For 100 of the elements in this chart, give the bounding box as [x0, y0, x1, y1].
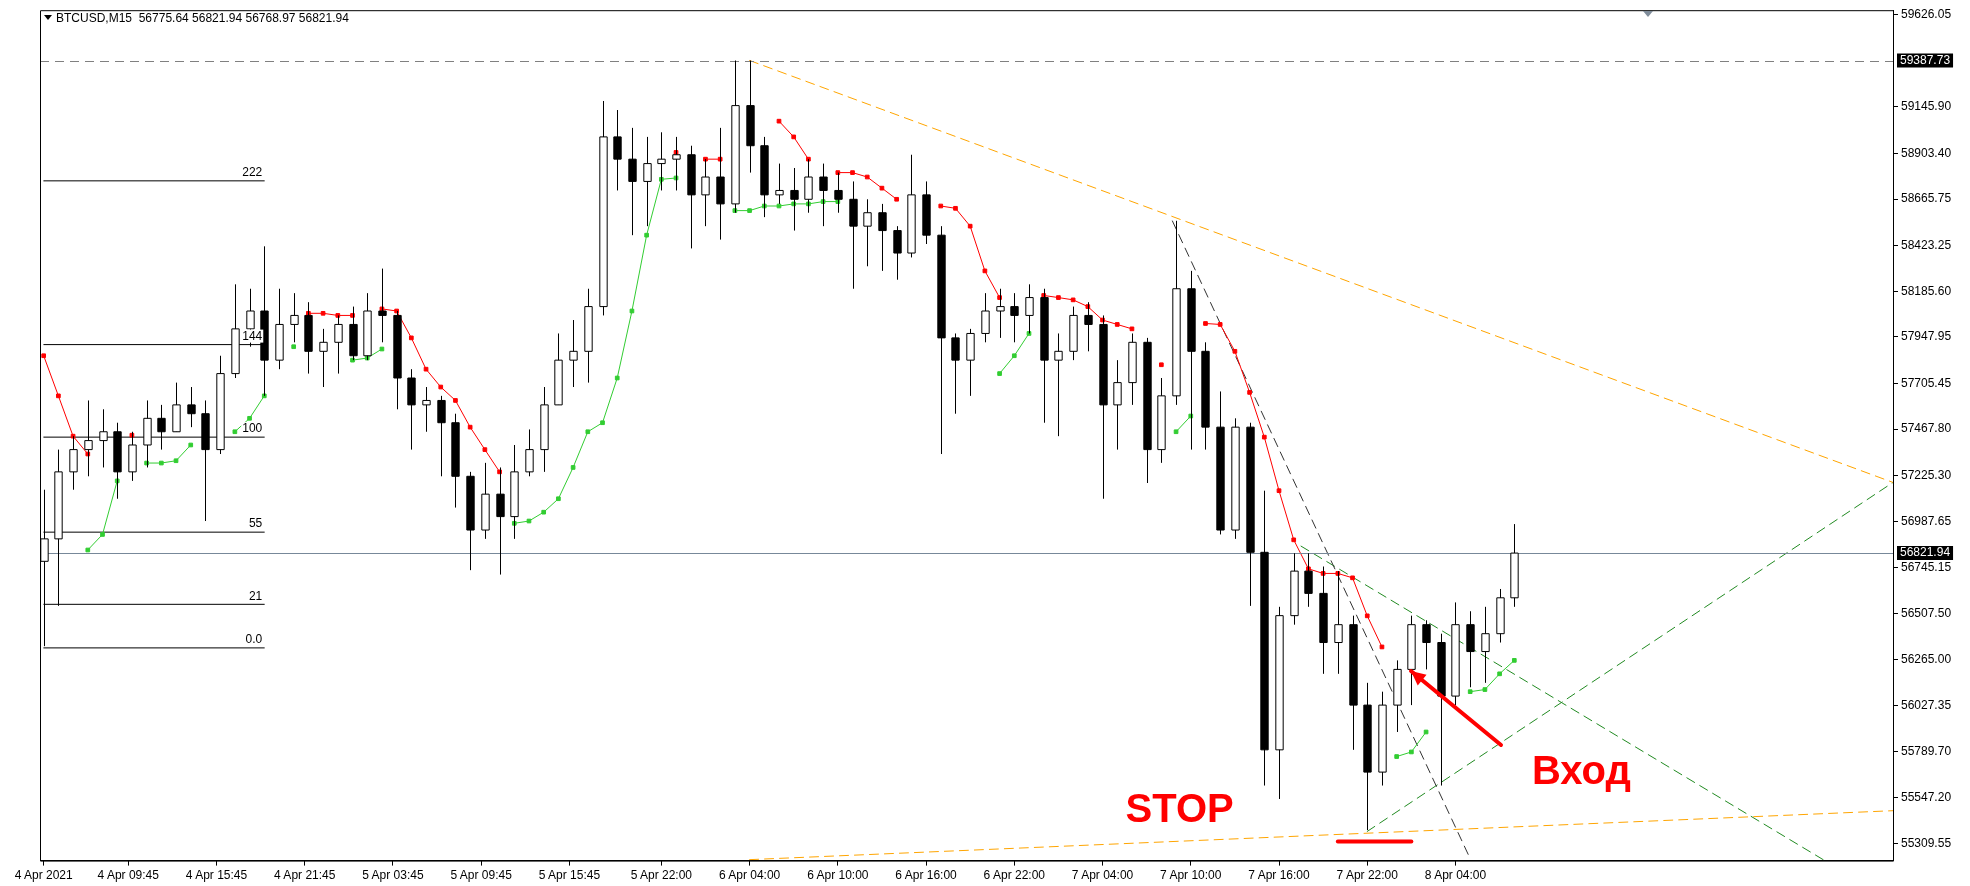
candlestick: [613, 109, 622, 191]
point: [1173, 429, 1179, 435]
point: [1129, 326, 1135, 332]
point: [526, 518, 532, 524]
series-label: 21: [248, 588, 263, 603]
y-tick-label: 55789.70: [1901, 743, 1952, 758]
series-label: 55: [248, 516, 263, 531]
x-tick-label: 8 Apr 04:00: [1424, 868, 1487, 883]
point: [247, 415, 252, 421]
point: [997, 371, 1002, 376]
point: [232, 429, 238, 435]
point: [570, 465, 576, 470]
y-tick-label: 56745.15: [1901, 560, 1952, 575]
y-tick-label: 56265.00: [1901, 652, 1952, 667]
point: [1247, 390, 1252, 395]
x-tick-label: 6 Apr 10:00: [807, 868, 869, 883]
point: [56, 393, 61, 399]
point: [467, 424, 473, 430]
candlestick: [334, 314, 343, 375]
point: [614, 375, 620, 381]
point: [453, 398, 458, 403]
point: [600, 420, 605, 426]
point: [1291, 537, 1297, 543]
ref-line-label: 56821.94: [1900, 545, 1951, 560]
y-tick-label: 57705.45: [1901, 375, 1952, 390]
point: [629, 308, 635, 314]
annotation: STOP: [1125, 786, 1234, 831]
x-tick-label: 4 Apr 21:45: [274, 868, 336, 883]
point: [1261, 434, 1267, 440]
point: [291, 344, 297, 350]
x-tick-label: 7 Apr 16:00: [1248, 868, 1311, 883]
y-tick-label: 59626.05: [1901, 7, 1952, 22]
point: [1070, 297, 1076, 303]
point: [173, 458, 179, 464]
point: [438, 384, 444, 390]
point: [482, 447, 488, 452]
point: [850, 170, 855, 175]
point: [1423, 729, 1429, 735]
point: [1217, 322, 1223, 327]
point: [409, 335, 414, 341]
candlestick: [863, 198, 872, 267]
point: [1394, 754, 1399, 759]
point: [1276, 488, 1282, 494]
x-tick-label: 5 Apr 22:00: [630, 868, 693, 883]
point: [1203, 321, 1208, 326]
x-tick-label: 5 Apr 03:45: [362, 868, 424, 883]
candlestick: [951, 332, 960, 415]
y-tick-label: 58423.25: [1901, 238, 1952, 252]
point: [379, 346, 385, 352]
x-tick-label: 7 Apr 10:00: [1160, 868, 1222, 883]
point: [1056, 295, 1061, 300]
y-tick-label: 58903.40: [1901, 145, 1952, 160]
x-tick-label: 5 Apr 15:45: [538, 868, 601, 883]
y-tick-label: 55547.20: [1901, 790, 1952, 805]
x-tick-label: 4 Apr 2021: [14, 868, 74, 883]
candlestick: [1010, 292, 1019, 343]
x-tick-label: 5 Apr 09:45: [450, 868, 513, 883]
y-tick-label: 56027.35: [1901, 697, 1952, 712]
point: [1159, 362, 1164, 368]
point: [320, 310, 326, 316]
point: [644, 232, 649, 238]
point: [541, 509, 547, 515]
series-label: 0.0: [245, 632, 263, 647]
point: [1409, 749, 1414, 755]
point: [864, 174, 870, 180]
y-tick-label: 57947.95: [1901, 329, 1952, 344]
x-tick-label: 6 Apr 04:00: [718, 868, 781, 883]
point: [791, 134, 797, 140]
point: [1114, 322, 1120, 327]
point: [747, 208, 752, 213]
y-tick-label: 56507.50: [1901, 605, 1952, 620]
y-tick-label: 58665.75: [1901, 191, 1952, 206]
point: [100, 532, 105, 537]
series-label: 100: [242, 421, 263, 436]
series-label: 144: [242, 328, 263, 343]
point: [1379, 644, 1385, 650]
candlestick: [643, 136, 652, 227]
point: [1482, 687, 1488, 692]
y-tick-label: 56987.65: [1901, 513, 1952, 528]
point: [556, 496, 561, 502]
x-tick-label: 4 Apr 09:45: [97, 868, 160, 883]
point: [1511, 658, 1517, 663]
point: [953, 205, 958, 211]
y-tick-label: 58185.60: [1901, 283, 1952, 298]
point: [776, 118, 782, 124]
candlestick: [893, 225, 902, 281]
point: [967, 223, 973, 229]
point: [188, 442, 194, 448]
candlestick: [628, 127, 637, 236]
point: [982, 268, 988, 274]
x-tick-label: 4 Apr 15:45: [185, 868, 248, 883]
y-tick-label: 59145.90: [1901, 99, 1952, 114]
ref-line-label: 59387.73: [1900, 52, 1951, 67]
point: [158, 460, 164, 466]
point: [1364, 613, 1370, 619]
series-label: 222: [242, 165, 263, 180]
point: [85, 547, 91, 553]
y-tick-label: 57225.30: [1901, 467, 1952, 482]
point: [41, 353, 47, 359]
point: [423, 366, 429, 372]
